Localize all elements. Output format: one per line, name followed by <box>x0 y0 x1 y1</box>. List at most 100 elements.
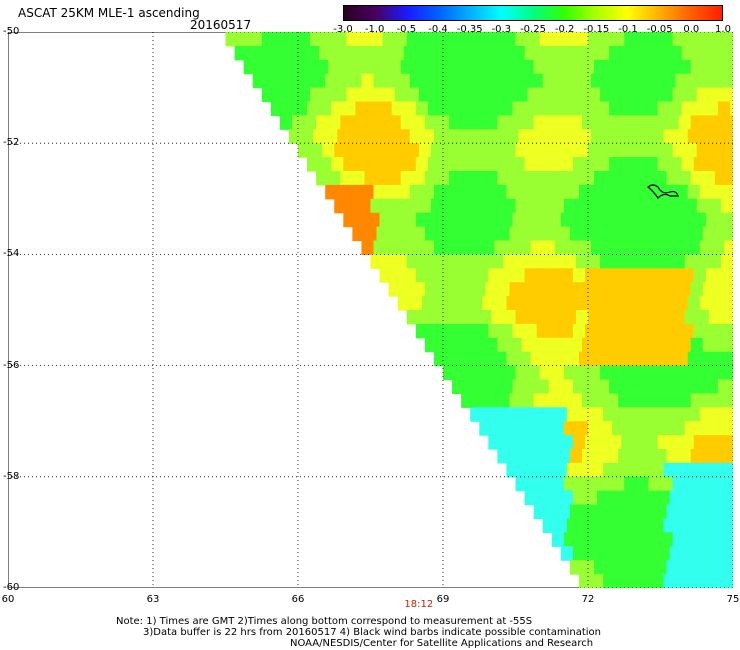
wind-cell <box>524 268 538 283</box>
wind-cell <box>285 32 299 47</box>
wind-cell <box>630 282 643 297</box>
wind-cell <box>488 268 501 283</box>
wind-cell <box>491 421 505 436</box>
wind-cell <box>639 518 653 533</box>
wind-cell <box>343 212 356 228</box>
wind-cell <box>584 323 598 339</box>
wind-cell <box>645 101 659 116</box>
wind-cell <box>249 32 263 47</box>
wind-cell <box>521 171 535 186</box>
wind-cell <box>717 268 731 283</box>
wind-cell <box>618 59 631 75</box>
wind-cell <box>291 115 305 130</box>
wind-cell <box>479 421 492 436</box>
wind-cell <box>648 421 662 436</box>
wind-cell <box>702 115 716 130</box>
wind-cell <box>449 226 462 242</box>
wind-cell <box>521 282 535 297</box>
wind-cell <box>687 518 701 533</box>
wind-cell <box>624 198 637 214</box>
wind-cell <box>449 171 462 186</box>
wind-cell <box>621 45 634 61</box>
swath-time: 18:12 <box>404 599 434 610</box>
wind-cell <box>690 560 704 575</box>
wind-cell <box>397 129 411 144</box>
wind-cell <box>636 254 650 269</box>
wind-cell <box>328 59 341 75</box>
wind-cell <box>729 546 733 561</box>
wind-cell <box>618 560 631 575</box>
wind-cell <box>687 462 701 478</box>
wind-cell <box>515 198 529 214</box>
wind-cell <box>557 504 571 520</box>
wind-cell <box>415 157 429 172</box>
wind-cell <box>548 101 562 116</box>
colorbar-label: -0.2 <box>554 24 575 35</box>
wind-cell <box>572 379 586 394</box>
wind-cell <box>696 32 710 47</box>
wind-cell <box>467 310 480 325</box>
wind-cell <box>485 393 498 408</box>
wind-cell <box>720 143 733 158</box>
wind-cell <box>424 226 438 242</box>
wind-cell <box>581 226 595 242</box>
wind-cell <box>476 157 489 172</box>
wind-cell <box>666 59 680 75</box>
wind-cell <box>443 365 456 381</box>
wind-cell <box>391 45 405 61</box>
wind-cell <box>563 143 577 158</box>
wind-cell <box>373 73 387 89</box>
wind-cell <box>536 379 550 394</box>
wind-cell <box>340 59 353 75</box>
wind-cell <box>660 32 674 47</box>
wind-cell <box>352 226 366 242</box>
wind-cell <box>545 59 559 75</box>
wind-cell <box>660 476 674 492</box>
wind-cell <box>606 504 619 520</box>
wind-cell <box>578 462 592 478</box>
wind-cell <box>687 73 701 89</box>
wind-cell <box>545 171 559 186</box>
wind-cell <box>672 32 686 47</box>
wind-cell <box>729 435 733 450</box>
colorbar-label: 0.0 <box>683 24 700 35</box>
wind-cell <box>572 157 586 172</box>
wind-cell <box>588 143 601 158</box>
wind-cell <box>714 226 728 242</box>
wind-cell <box>669 45 683 61</box>
wind-cell <box>639 296 653 311</box>
wind-cell <box>581 115 595 130</box>
wind-cell <box>449 337 462 353</box>
wind-cell <box>563 421 577 436</box>
wind-cell <box>660 532 674 547</box>
wind-cell <box>500 101 514 116</box>
wind-cell <box>524 157 538 172</box>
wind-cell <box>403 157 417 172</box>
wind-cell <box>615 462 628 478</box>
wind-cell <box>548 212 562 228</box>
wind-cell <box>699 351 713 367</box>
wind-cell <box>636 476 650 492</box>
wind-cell <box>400 171 414 186</box>
wind-cell <box>678 449 692 464</box>
wind-cell <box>654 115 668 130</box>
wind-cell <box>394 198 408 214</box>
wind-cell <box>515 476 529 492</box>
wind-cell <box>714 560 728 575</box>
wind-cell <box>364 115 378 130</box>
wind-cell <box>424 337 438 353</box>
wind-cell <box>500 323 514 339</box>
wind-cell <box>609 490 622 506</box>
wind-cell <box>557 282 571 297</box>
wind-cell <box>597 490 610 506</box>
wind-cell <box>542 351 556 367</box>
wind-cell <box>642 393 656 408</box>
wind-cell <box>415 45 429 61</box>
wind-cell <box>385 184 399 200</box>
map-date: 20160517 <box>190 18 252 32</box>
wind-cell <box>699 240 713 255</box>
wind-cell <box>569 115 583 130</box>
colorbar-label: -0.25 <box>520 24 546 35</box>
wind-cell <box>569 449 583 464</box>
wind-cell <box>461 115 474 130</box>
